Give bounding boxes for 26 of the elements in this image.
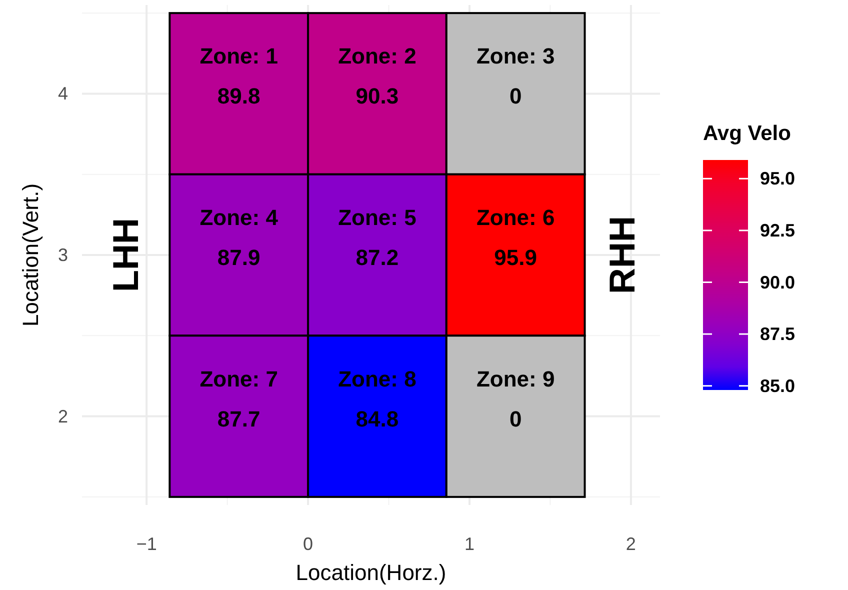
x-tick-label: 2 [626,534,636,554]
text: Zone: 9 0 [476,366,555,432]
x-axis-title: Location(Horz.) [296,560,446,585]
data-label: Zone: 2 90.3 [338,44,416,109]
text: Zone: 3 0 [476,44,555,109]
data-label: Zone: 4 87.9 [200,205,279,270]
y-tick-label: 4 [58,84,68,104]
y-tick-label: 2 [58,406,68,426]
color-bar-label: 92.5 [760,220,796,240]
color-bar-label: 90.0 [760,272,796,292]
data-label: Zone: 7 87.7 [200,366,278,432]
color-bar-label: 87.5 [760,324,796,344]
y-axis-title: Location(Vert.) [18,183,43,327]
color-bar-label: 85.0 [760,376,796,396]
data-label: Zone: 6 95.9 [476,205,555,270]
y-tick-label: 3 [58,245,68,265]
data-label: Zone: 1 89.8 [200,44,278,109]
data-label: Zone: 5 87.2 [338,205,416,270]
legend-title: Avg Velo [703,122,791,145]
x-tick-label: −1 [136,534,157,554]
annotation: LHH [104,218,146,292]
x-tick-label: 1 [464,534,474,554]
x-tick-label: 0 [303,534,314,554]
color-bar-label: 95.0 [760,168,796,189]
annotation: RHH [601,216,642,294]
data-label: Zone: 8 84.8 [338,366,416,432]
